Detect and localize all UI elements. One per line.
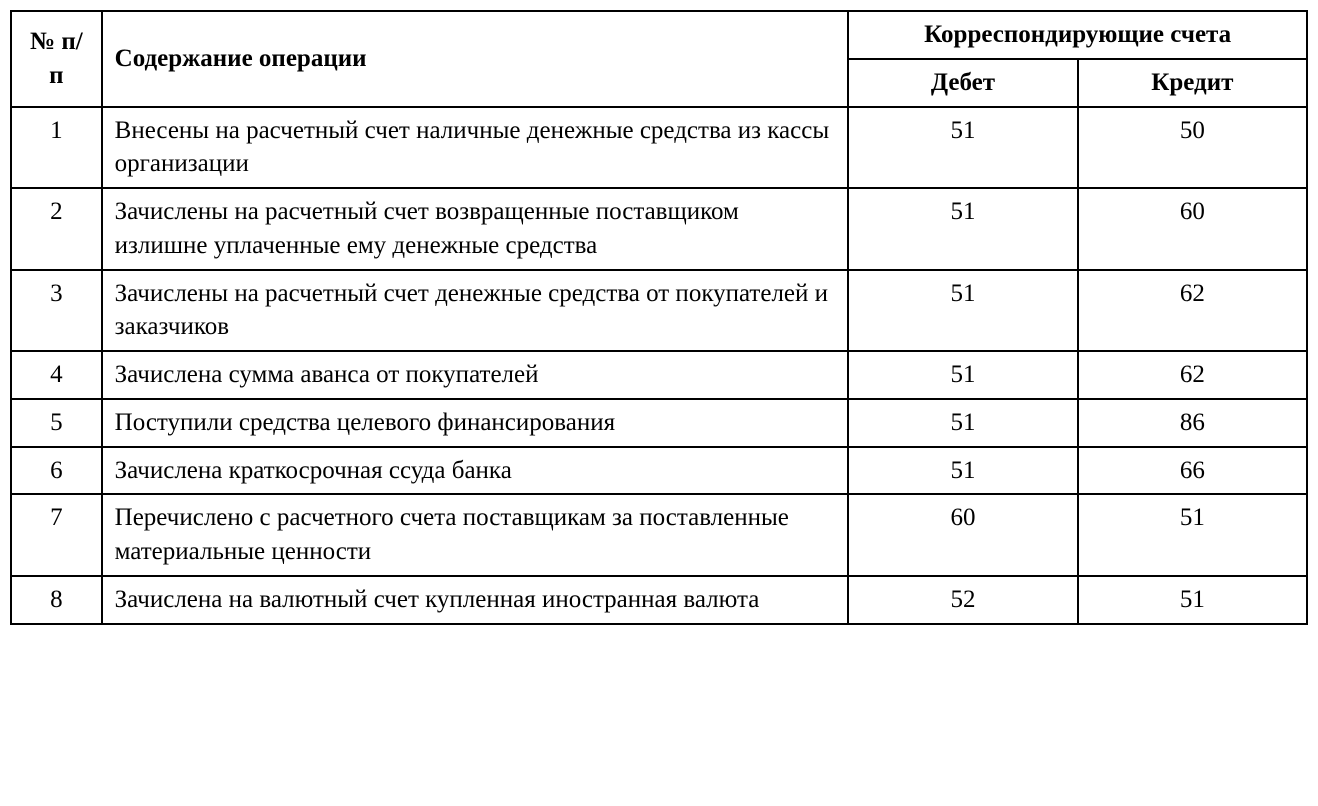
- accounting-entries-table: № п/п Содержание операции Корреспондирую…: [10, 10, 1308, 625]
- table-body: 1Внесены на расчетный счет наличные дене…: [11, 107, 1307, 624]
- header-credit: Кредит: [1078, 59, 1307, 107]
- cell-debit: 51: [848, 107, 1077, 189]
- cell-debit: 51: [848, 399, 1077, 447]
- cell-credit: 62: [1078, 351, 1307, 399]
- cell-num: 3: [11, 270, 102, 352]
- cell-debit: 51: [848, 447, 1077, 495]
- table-row: 6Зачислена краткосрочная ссуда банка5166: [11, 447, 1307, 495]
- table-header: № п/п Содержание операции Корреспондирую…: [11, 11, 1307, 107]
- table-row: 8Зачислена на валютный счет купленная ин…: [11, 576, 1307, 624]
- cell-num: 5: [11, 399, 102, 447]
- cell-debit: 51: [848, 351, 1077, 399]
- header-desc: Содержание операции: [102, 11, 849, 107]
- cell-credit: 86: [1078, 399, 1307, 447]
- cell-num: 1: [11, 107, 102, 189]
- table-header-row-1: № п/п Содержание операции Корреспондирую…: [11, 11, 1307, 59]
- cell-desc: Зачислена краткосрочная ссуда банка: [102, 447, 849, 495]
- cell-credit: 62: [1078, 270, 1307, 352]
- table-row: 3Зачислены на расчетный счет денежные ср…: [11, 270, 1307, 352]
- header-debit: Дебет: [848, 59, 1077, 107]
- cell-desc: Зачислена сумма аванса от покупателей: [102, 351, 849, 399]
- cell-num: 7: [11, 494, 102, 576]
- table-row: 4Зачислена сумма аванса от покупателей51…: [11, 351, 1307, 399]
- cell-debit: 51: [848, 270, 1077, 352]
- cell-num: 6: [11, 447, 102, 495]
- cell-credit: 66: [1078, 447, 1307, 495]
- cell-desc: Зачислены на расчетный счет возвращенные…: [102, 188, 849, 270]
- cell-credit: 51: [1078, 494, 1307, 576]
- cell-desc: Перечислено с расчетного счета поставщик…: [102, 494, 849, 576]
- cell-credit: 50: [1078, 107, 1307, 189]
- table-row: 2Зачислены на расчетный счет возвращенны…: [11, 188, 1307, 270]
- table-row: 7Перечислено с расчетного счета поставщи…: [11, 494, 1307, 576]
- cell-desc: Внесены на расчетный счет наличные денеж…: [102, 107, 849, 189]
- cell-credit: 60: [1078, 188, 1307, 270]
- cell-num: 4: [11, 351, 102, 399]
- cell-debit: 52: [848, 576, 1077, 624]
- header-num: № п/п: [11, 11, 102, 107]
- header-group: Корреспондирующие счета: [848, 11, 1307, 59]
- cell-desc: Зачислены на расчетный счет денежные сре…: [102, 270, 849, 352]
- cell-desc: Зачислена на валютный счет купленная ино…: [102, 576, 849, 624]
- table-row: 1Внесены на расчетный счет наличные дене…: [11, 107, 1307, 189]
- cell-credit: 51: [1078, 576, 1307, 624]
- cell-num: 2: [11, 188, 102, 270]
- cell-desc: Поступили средства целевого финансирован…: [102, 399, 849, 447]
- table-row: 5Поступили средства целевого финансирова…: [11, 399, 1307, 447]
- cell-num: 8: [11, 576, 102, 624]
- cell-debit: 60: [848, 494, 1077, 576]
- cell-debit: 51: [848, 188, 1077, 270]
